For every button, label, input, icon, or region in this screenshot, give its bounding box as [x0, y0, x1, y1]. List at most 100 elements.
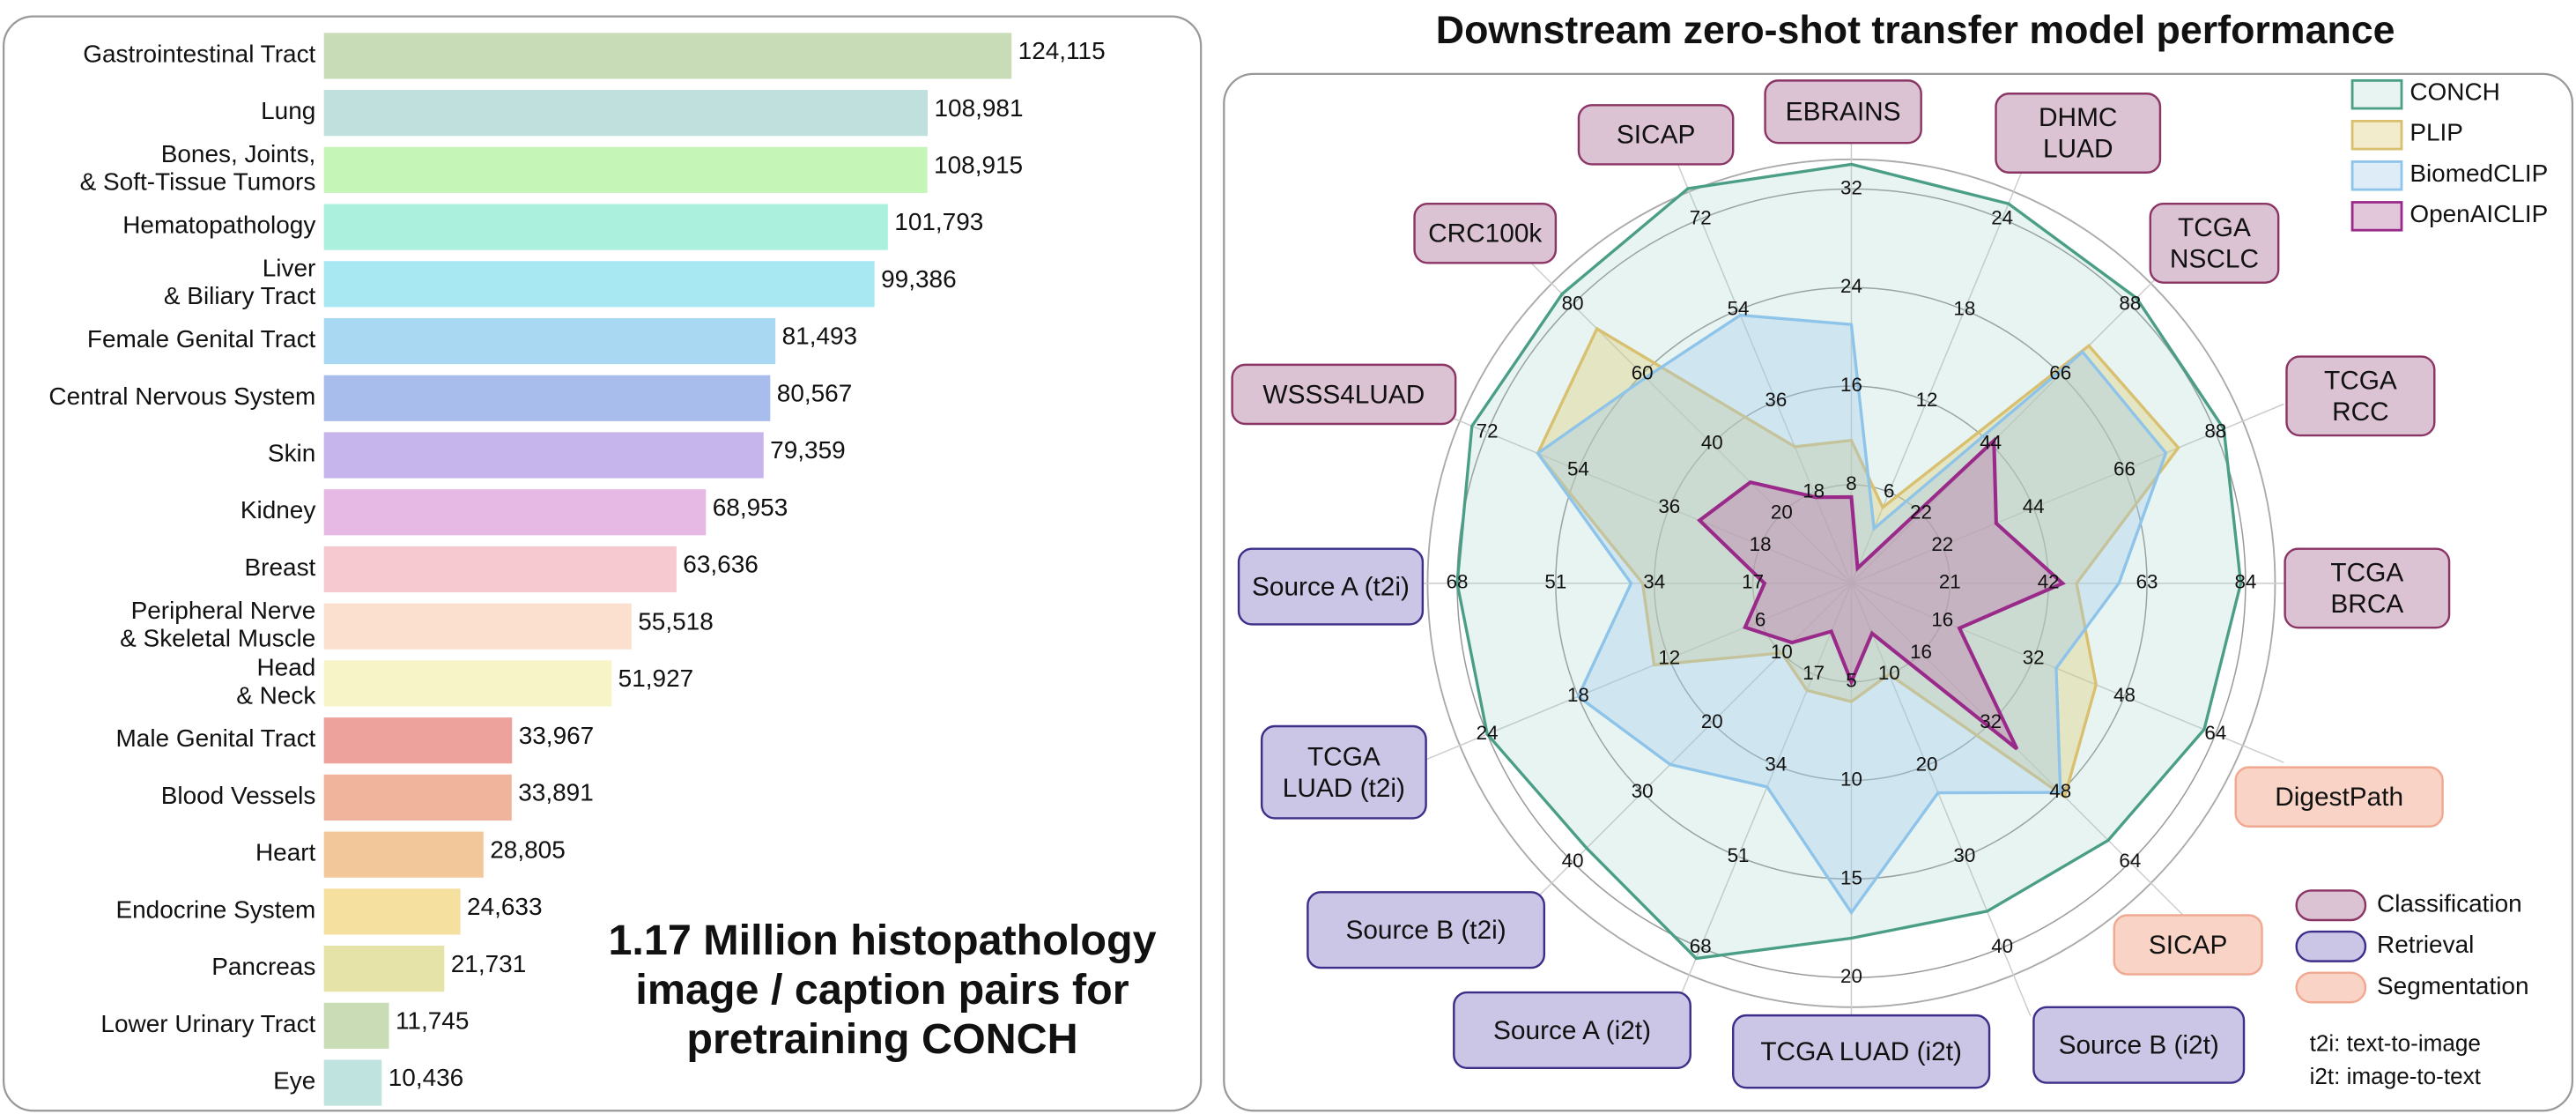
spoke [1520, 251, 1852, 584]
category-label: Male Genital Tract [116, 725, 316, 753]
text-line: Lung [261, 98, 315, 125]
axis-label-box [2149, 202, 2280, 284]
text-line: CRC100k [1428, 219, 1542, 248]
tick-label: 68 [1447, 571, 1469, 593]
category-label: Central Nervous System [48, 382, 315, 410]
tick-label: 68 [1690, 935, 1712, 957]
axis-label-box [2284, 547, 2451, 629]
text-line: TCGA [2330, 558, 2403, 587]
text-line: EBRAINS [1786, 98, 1901, 127]
tick-label: 22 [1931, 533, 1953, 555]
category-label: Endocrine System [115, 896, 315, 924]
category-label: Breast [245, 553, 316, 581]
tick-label: 10 [1771, 641, 1793, 663]
value-label: 21,731 [451, 950, 526, 977]
tick-label: 48 [2113, 684, 2136, 706]
axis-label: DigestPath [2275, 783, 2403, 812]
category-label: Lung [261, 98, 315, 125]
text-line: & Skeletal Muscle [120, 625, 315, 652]
category-label: Liver & Biliary Tract [164, 255, 316, 310]
tick-label: 60 [1632, 361, 1654, 383]
tick-label: 34 [1765, 753, 1787, 775]
tick-label: 18 [1750, 533, 1772, 555]
tick-label: 32 [1840, 176, 1862, 198]
tick-label: 24 [1477, 722, 1499, 744]
text-line: Lower Urinary Tract [100, 1010, 315, 1037]
spoke [1671, 583, 1853, 1016]
tick-label: 10 [1840, 768, 1862, 790]
tick-label: 8 [1846, 472, 1856, 494]
category-label: Head & Neck [236, 654, 316, 709]
axis-label: TCGA NSCLC [2170, 213, 2259, 273]
spoke [1671, 150, 1853, 584]
series-polygon [1536, 313, 2168, 916]
text-line: TCGA LUAD (i2t) [1760, 1037, 1962, 1066]
bar [323, 90, 929, 137]
series-polygon [1697, 436, 2066, 751]
text-line: TCGA [2178, 213, 2251, 242]
tick-label: 16 [1840, 374, 1862, 396]
tick-label: 18 [1802, 479, 1825, 501]
category-label: Blood Vessels [161, 782, 316, 809]
axis-label: Source A (i2t) [1493, 1016, 1651, 1045]
category-label: Bones, Joints, & Soft-Tissue Tumors [80, 140, 316, 196]
value-label: 28,805 [490, 836, 565, 863]
bar [323, 375, 771, 421]
axis-label: Source B (i2t) [2059, 1030, 2219, 1059]
bar [323, 33, 1012, 79]
text-line: LUAD [2043, 134, 2113, 163]
tick-label: 18 [1567, 684, 1589, 706]
text-line: SICAP [2149, 931, 2227, 960]
annotation: pretraining CONCH [686, 1015, 1077, 1063]
value-label: 11,745 [396, 1007, 469, 1035]
right-panel [1223, 72, 2574, 1112]
radar-title: Downstream zero-shot transfer model perf… [1436, 8, 2395, 52]
tick-label: 15 [1840, 866, 1862, 888]
axis-label: EBRAINS [1786, 98, 1901, 127]
text-line: Source A (i2t) [1493, 1016, 1651, 1045]
tick-label: 44 [1980, 432, 2002, 454]
tick-label: 12 [1658, 646, 1680, 668]
value-label: 10,436 [389, 1064, 464, 1091]
category-label: Hematopathology [122, 212, 315, 239]
axis-label-box [2032, 1006, 2246, 1084]
text-line: BRCA [2330, 590, 2403, 619]
text-line: Central Nervous System [48, 382, 315, 410]
tick-label: 21 [1939, 571, 1961, 593]
text-line: TCGA [2324, 366, 2397, 395]
tick-label: 88 [2204, 420, 2226, 442]
value-label: 24,633 [467, 893, 543, 920]
axis-label: SICAP [2149, 931, 2227, 960]
annotation: 1.17 Million histopathology [608, 917, 1156, 964]
group-label: Segmentation [2377, 972, 2529, 999]
text-line: Head [257, 654, 316, 681]
axis-label-box [1995, 93, 2162, 174]
axis-label-box [1577, 104, 1735, 166]
text-line: DigestPath [2275, 783, 2403, 812]
tick-label: 42 [2038, 571, 2060, 593]
text-line: RCC [2332, 397, 2389, 427]
tick-label: 44 [2023, 495, 2045, 517]
axis-label-box [1732, 1014, 1991, 1089]
text-line: Breast [245, 553, 316, 581]
tick-label: 51 [1728, 844, 1750, 866]
tick-label: 72 [1690, 206, 1712, 228]
bar [323, 546, 677, 593]
axis-label-box [2234, 766, 2444, 828]
bar [323, 432, 764, 479]
tick-label: 51 [1544, 571, 1566, 593]
legend-swatch [2350, 120, 2403, 151]
tick-label: 40 [1701, 432, 1723, 454]
text-line: Eye [273, 1067, 315, 1095]
bar [323, 489, 707, 536]
tick-label: 54 [1567, 457, 1589, 479]
axis-label: TCGA LUAD (t2i) [1283, 742, 1405, 802]
tick-label: 6 [1755, 609, 1765, 631]
category-label: Skin [268, 440, 315, 467]
value-label: 108,981 [934, 94, 1023, 122]
tick-label: 22 [1910, 501, 1932, 524]
value-label: 124,115 [1018, 37, 1106, 64]
text-line: Heart [255, 839, 316, 866]
text-line: Source A (t2i) [1252, 572, 1410, 601]
